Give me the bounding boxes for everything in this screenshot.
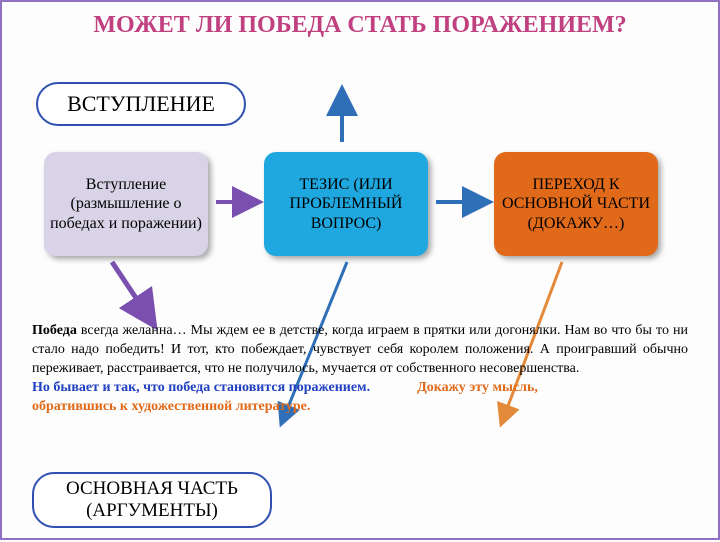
pill-main-label: ОСНОВНАЯ ЧАСТЬ (АРГУМЕНТЫ): [48, 478, 256, 522]
node-intro: Вступление (размышление о победах и пора…: [44, 152, 208, 256]
page-title: МОЖЕТ ЛИ ПОБЕДА СТАТЬ ПОРАЖЕНИЕМ?: [2, 2, 718, 44]
p-rest: всегда желанна… Мы ждем ее в детстве, ко…: [32, 323, 688, 376]
node-thesis: ТЕЗИС (ИЛИ ПРОБЛЕМНЫЙ ВОПРОС): [264, 152, 428, 256]
node-transition-label: ПЕРЕХОД К ОСНОВНОЙ ЧАСТИ (ДОКАЖУ…): [500, 175, 652, 233]
pill-intro-label: ВСТУПЛЕНИЕ: [67, 91, 215, 117]
p-orange-b: обратившись к художественной литературе.: [32, 399, 310, 414]
p-orange-a: Докажу эту мысль,: [417, 380, 538, 395]
pill-intro: ВСТУПЛЕНИЕ: [36, 82, 246, 126]
node-transition: ПЕРЕХОД К ОСНОВНОЙ ЧАСТИ (ДОКАЖУ…): [494, 152, 658, 256]
node-intro-label: Вступление (размышление о победах и пора…: [50, 175, 202, 233]
p-bold: Победа: [32, 323, 77, 338]
pill-main: ОСНОВНАЯ ЧАСТЬ (АРГУМЕНТЫ): [32, 472, 272, 528]
body-paragraph: Победа всегда желанна… Мы ждем ее в детс…: [32, 322, 688, 416]
node-thesis-label: ТЕЗИС (ИЛИ ПРОБЛЕМНЫЙ ВОПРОС): [270, 175, 422, 233]
p-blue: Но бывает и так, что победа становится п…: [32, 380, 370, 395]
arrow-a_n1_p: [112, 262, 152, 322]
